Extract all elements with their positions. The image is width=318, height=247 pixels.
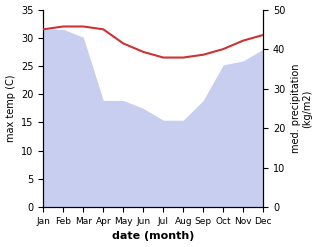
- Y-axis label: med. precipitation
(kg/m2): med. precipitation (kg/m2): [291, 64, 313, 153]
- Y-axis label: max temp (C): max temp (C): [5, 75, 16, 142]
- X-axis label: date (month): date (month): [112, 231, 194, 242]
